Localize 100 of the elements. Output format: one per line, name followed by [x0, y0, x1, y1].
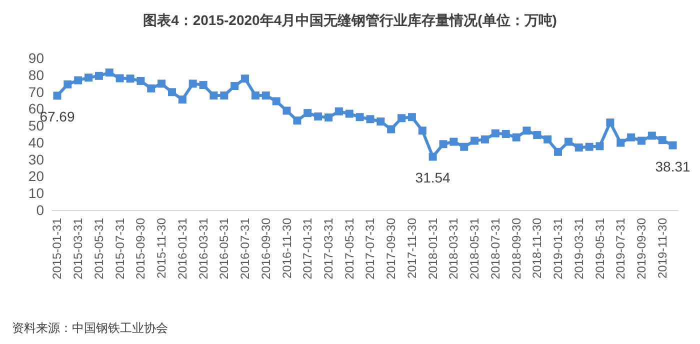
- point: [564, 138, 572, 146]
- x-tick-label: 2015-09-30: [134, 218, 148, 280]
- point: [293, 116, 302, 124]
- point: [637, 136, 646, 145]
- point: [199, 81, 208, 90]
- point: [366, 115, 374, 124]
- x-tick-label: 2019-07-31: [614, 218, 628, 280]
- x-tick-label: 2015-11-30: [154, 218, 169, 278]
- point: [439, 140, 448, 148]
- text: 资料来源：中国钢铁工业协会: [12, 321, 168, 335]
- point: [627, 133, 636, 142]
- y-tick-label: 90: [28, 50, 44, 66]
- point: [491, 129, 500, 138]
- point: [480, 135, 489, 144]
- point: [324, 113, 332, 122]
- x-tick-label: 2016-07-31: [238, 218, 252, 280]
- point: [668, 141, 677, 150]
- x-tick-label: 2019-09-30: [634, 218, 648, 280]
- y-tick-label: 80: [28, 66, 44, 83]
- y-tick-label: 70: [28, 84, 44, 100]
- point: [314, 112, 322, 120]
- x-tick-label: 2015-03-31: [71, 218, 86, 280]
- x-tick-label: 2017-03-31: [321, 218, 336, 280]
- point: [188, 80, 197, 88]
- point: [418, 126, 426, 135]
- point: [450, 138, 458, 146]
- x-tick-label: 2017-11-30: [404, 218, 419, 278]
- x-tick-label: 2018-07-31: [488, 218, 502, 280]
- point: [147, 84, 156, 92]
- point: [304, 109, 312, 118]
- point: [387, 125, 396, 134]
- point: [94, 72, 103, 80]
- point: [658, 136, 666, 144]
- x-tick-label: 2016-09-30: [258, 218, 273, 280]
- point: [596, 142, 604, 150]
- x-tick-label: 2016-01-31: [175, 218, 190, 280]
- point: [220, 91, 228, 100]
- point: [512, 133, 520, 142]
- point: [262, 91, 270, 100]
- point: [574, 144, 583, 152]
- data-label: 31.54: [415, 170, 451, 186]
- point: [178, 96, 186, 104]
- point: [398, 114, 406, 122]
- x-tick-label: 2015-07-31: [112, 218, 127, 280]
- point: [53, 92, 62, 100]
- point: [648, 132, 656, 140]
- chart-title: 图表4：2015-2020年4月中国无缝钢管行业库存量情况(单位：万吨): [143, 12, 557, 28]
- point: [116, 74, 124, 82]
- point: [460, 142, 468, 151]
- x-tick-label: 2019-03-31: [572, 218, 586, 280]
- x-tick-label: 2017-09-30: [384, 218, 398, 280]
- point: [428, 152, 437, 161]
- point: [241, 74, 250, 83]
- point: [345, 110, 354, 118]
- y-tick-label: 30: [28, 151, 44, 168]
- x-tick-label: 2018-03-31: [446, 218, 461, 280]
- x-tick-label: 2018-09-30: [509, 218, 524, 280]
- point: [616, 138, 625, 147]
- y-tick-label: 0: [36, 202, 44, 218]
- x-tick-label: 2019-11-30: [655, 218, 670, 278]
- x-tick-label: 2018-05-31: [468, 218, 482, 280]
- point: [74, 76, 82, 84]
- point: [554, 148, 562, 156]
- y-tick-label: 20: [28, 168, 44, 184]
- data-label: 38.31: [655, 158, 691, 174]
- x-tick-label: 2016-11-30: [280, 218, 294, 278]
- point: [282, 106, 291, 115]
- point: [126, 74, 134, 83]
- point: [210, 91, 218, 100]
- x-tick-label: 2016-05-31: [217, 218, 232, 280]
- y-tick-label: 10: [28, 185, 44, 202]
- point: [334, 107, 343, 116]
- point: [272, 97, 280, 106]
- point: [585, 142, 594, 151]
- x-tick-label: 2017-01-31: [300, 218, 315, 280]
- point: [251, 91, 260, 100]
- point: [64, 80, 72, 88]
- point: [502, 130, 510, 138]
- point: [356, 113, 364, 122]
- x-tick-label: 2015-01-31: [50, 218, 64, 280]
- point: [533, 131, 542, 140]
- x-tick-label: 2018-11-30: [530, 218, 544, 278]
- point: [136, 76, 145, 85]
- point: [522, 126, 531, 135]
- point: [158, 80, 166, 88]
- x-tick-label: 2018-01-31: [426, 218, 440, 280]
- point: [230, 82, 239, 90]
- point: [376, 118, 385, 126]
- point: [470, 136, 479, 145]
- y-tick-label: 40: [28, 134, 44, 150]
- x-tick-label: 2019-01-31: [551, 218, 566, 280]
- point: [606, 118, 614, 127]
- x-tick-label: 2017-05-31: [342, 218, 356, 280]
- point: [105, 68, 114, 77]
- x-tick-label: 2016-03-31: [196, 218, 210, 280]
- point: [168, 88, 176, 96]
- point: [408, 113, 416, 122]
- x-tick-label: 2015-05-31: [92, 218, 106, 280]
- point: [84, 74, 93, 82]
- x-tick-label: 2019-05-31: [592, 218, 607, 280]
